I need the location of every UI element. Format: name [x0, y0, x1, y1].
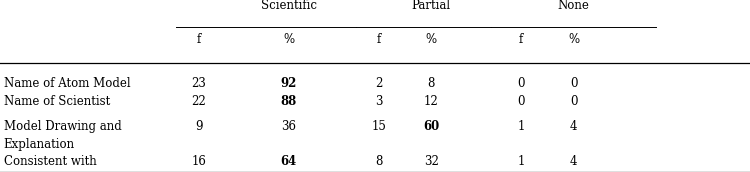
Text: 0: 0: [518, 77, 525, 90]
Text: 0: 0: [518, 95, 525, 109]
Text: 2: 2: [375, 77, 382, 90]
Text: 1: 1: [518, 120, 525, 133]
Text: 9: 9: [195, 120, 202, 133]
Text: Explanation: Explanation: [4, 138, 75, 152]
Text: 12: 12: [424, 95, 439, 109]
Text: 0: 0: [570, 95, 578, 109]
Text: 64: 64: [280, 155, 297, 168]
Text: 22: 22: [191, 95, 206, 109]
Text: 88: 88: [280, 95, 297, 109]
Text: 36: 36: [281, 120, 296, 133]
Text: 60: 60: [423, 120, 439, 133]
Text: 8: 8: [427, 77, 435, 90]
Text: Consistent with: Consistent with: [4, 155, 97, 168]
Text: 8: 8: [375, 155, 382, 168]
Text: %: %: [284, 33, 294, 46]
Text: Name of Scientist: Name of Scientist: [4, 95, 110, 109]
Text: 4: 4: [570, 155, 578, 168]
Text: f: f: [376, 33, 381, 46]
Text: 3: 3: [375, 95, 382, 109]
Text: f: f: [196, 33, 201, 46]
Text: 32: 32: [424, 155, 439, 168]
Text: 92: 92: [280, 77, 297, 90]
Text: %: %: [568, 33, 579, 46]
Text: 16: 16: [191, 155, 206, 168]
Text: f: f: [519, 33, 524, 46]
Text: None: None: [558, 0, 590, 12]
Text: %: %: [426, 33, 436, 46]
Text: Name of Atom Model: Name of Atom Model: [4, 77, 130, 90]
Text: Scientific: Scientific: [261, 0, 316, 12]
Text: 15: 15: [371, 120, 386, 133]
Text: 1: 1: [518, 155, 525, 168]
Text: 0: 0: [570, 77, 578, 90]
Text: Model Drawing and: Model Drawing and: [4, 120, 122, 133]
Text: Partial: Partial: [412, 0, 451, 12]
Text: 23: 23: [191, 77, 206, 90]
Text: 4: 4: [570, 120, 578, 133]
